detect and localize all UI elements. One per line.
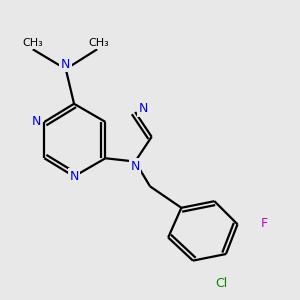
- Text: F: F: [260, 217, 268, 230]
- Text: N: N: [130, 160, 140, 173]
- Text: CH₃: CH₃: [88, 38, 109, 48]
- Text: N: N: [61, 58, 70, 70]
- Text: Cl: Cl: [215, 277, 227, 290]
- Text: N: N: [69, 170, 79, 183]
- Text: N: N: [32, 116, 41, 128]
- Text: CH₃: CH₃: [22, 38, 43, 48]
- Text: N: N: [139, 102, 148, 115]
